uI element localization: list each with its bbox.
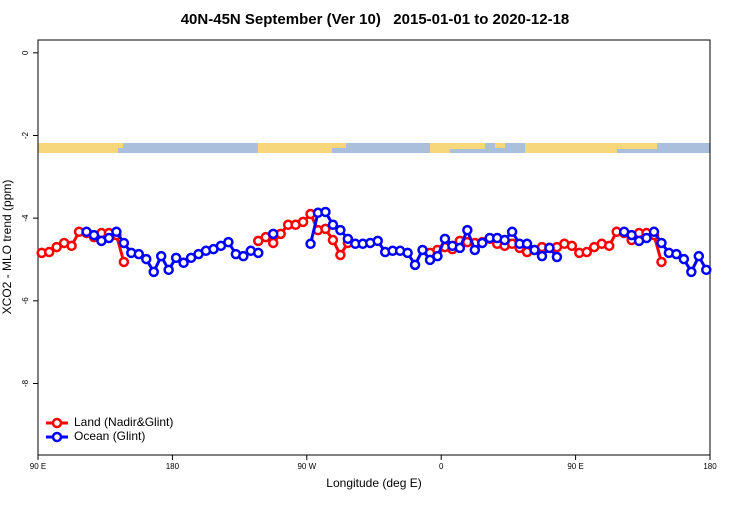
y-tick-label: -8 [21, 379, 30, 387]
data-point [566, 240, 578, 252]
data-point [409, 259, 421, 271]
x-tick-label: 90 E [30, 462, 46, 471]
data-point [454, 242, 466, 254]
land-strip [118, 143, 123, 148]
data-point [551, 251, 563, 263]
data-point [238, 250, 249, 262]
data-point [693, 250, 705, 262]
land-strip [430, 143, 450, 153]
legend-marker [51, 431, 63, 443]
data-point [223, 236, 234, 248]
data-point [462, 224, 473, 236]
plot-frame [37, 39, 711, 456]
data-point [701, 264, 712, 276]
data-point [305, 238, 316, 250]
land-ocean-strip [38, 143, 710, 153]
data-point [320, 223, 331, 235]
land-strip [450, 143, 485, 149]
data-point [372, 235, 383, 247]
y-tick-label: -6 [21, 297, 30, 305]
land-strip [525, 143, 617, 153]
data-point [327, 219, 339, 231]
y-tick-label: 0 [21, 50, 30, 55]
data-point [671, 248, 682, 260]
legend: Land (Nadir&Glint)Ocean (Glint) [46, 415, 173, 443]
data-point [342, 233, 354, 245]
data-point [335, 224, 346, 236]
data-point [469, 244, 481, 256]
data-point [536, 250, 548, 262]
y-tick-label: -4 [21, 214, 30, 222]
data-point [88, 229, 100, 241]
x-tick-label: 90 W [297, 462, 316, 471]
data-point [678, 253, 690, 265]
data-point [327, 234, 339, 246]
legend-label: Land (Nadir&Glint) [74, 415, 173, 429]
ocean-strip [38, 143, 710, 153]
data-point [686, 266, 697, 278]
data-point [529, 244, 540, 256]
data-point [439, 233, 451, 245]
data-point [118, 256, 130, 268]
data-point [155, 250, 167, 262]
data-point [581, 246, 593, 258]
data-point [103, 232, 115, 244]
data-point [521, 238, 533, 250]
legend-label: Ocean (Glint) [74, 429, 145, 443]
land-strip [617, 143, 657, 149]
data-point [603, 240, 615, 252]
data-point [267, 228, 279, 240]
data-point [111, 226, 122, 238]
data-point [641, 232, 652, 244]
data-point [499, 234, 510, 246]
data-point [267, 237, 279, 249]
data-point [320, 206, 331, 218]
data-point [335, 249, 346, 261]
data-point [656, 256, 667, 268]
data-point [43, 246, 55, 258]
x-tick-label: 180 [703, 462, 717, 471]
data-point [178, 257, 189, 269]
data-point [148, 266, 159, 278]
data-point [133, 248, 145, 260]
x-tick-label: 180 [166, 462, 180, 471]
series [81, 206, 712, 278]
chart-title: 40N-45N September (Ver 10) 2015-01-01 to… [181, 11, 570, 28]
land-strip [495, 143, 505, 148]
legend-marker [51, 417, 63, 429]
data-point [118, 237, 130, 249]
data-point [656, 237, 667, 249]
data-point [648, 226, 660, 238]
x-axis-label: Longitude (deg E) [326, 476, 421, 490]
x-tick-label: 0 [439, 462, 444, 471]
data-point [170, 252, 182, 264]
data-point [253, 247, 264, 259]
data-point [432, 250, 443, 262]
data-point [66, 240, 77, 252]
data-point [51, 241, 62, 253]
land-strip [332, 143, 346, 148]
y-axis-label: XCO2 - MLO trend (ppm) [0, 180, 14, 315]
data-point [402, 247, 413, 259]
land-strip [38, 143, 118, 153]
y-tick-label: -2 [21, 131, 30, 139]
data-point [477, 237, 488, 249]
data-point [626, 229, 637, 241]
data-point [141, 253, 152, 265]
data-point [544, 242, 555, 254]
data-point [506, 226, 518, 238]
x-tick-label: 90 E [567, 462, 583, 471]
data-point [163, 264, 174, 276]
land-strip [258, 143, 332, 153]
data-point [417, 244, 428, 256]
data-point [297, 216, 309, 228]
